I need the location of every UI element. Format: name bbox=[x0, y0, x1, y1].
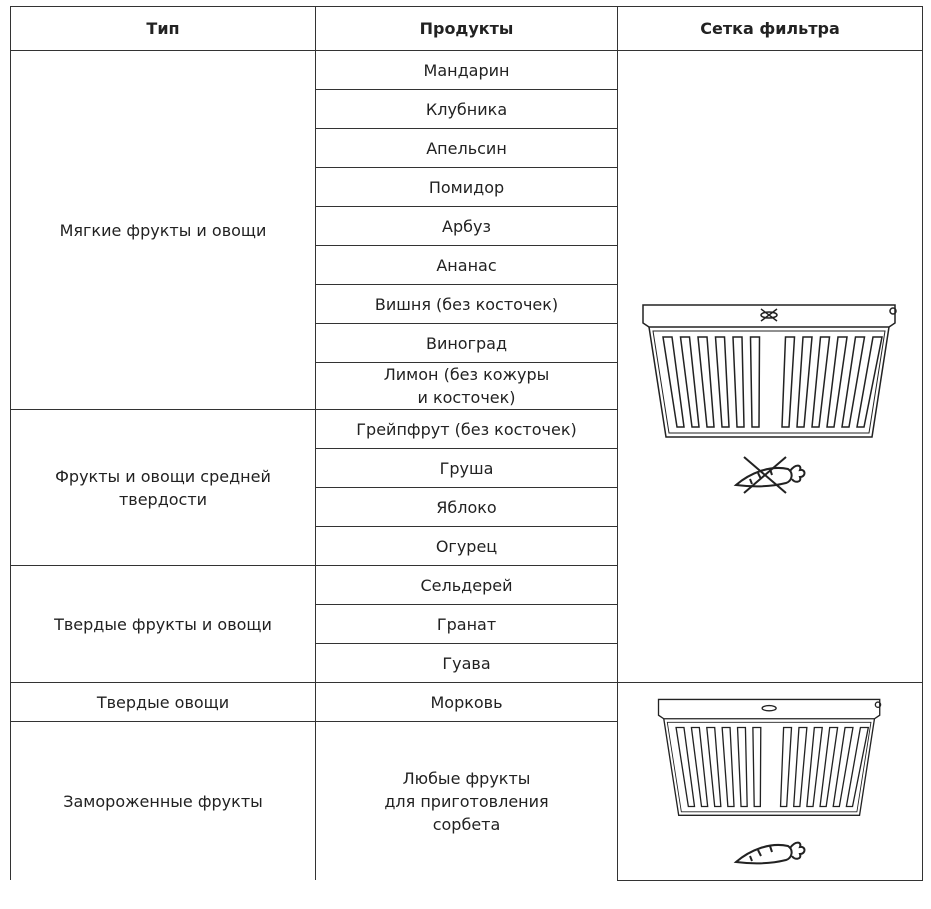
table-row: Твердые овощи Морковь bbox=[10, 682, 923, 881]
table-row: Ананас bbox=[11, 245, 923, 285]
filter-mesh-cell bbox=[617, 50, 923, 683]
product-cell: Груша bbox=[315, 448, 618, 488]
product-cell: Виноград bbox=[315, 323, 618, 363]
table-row: Фрукты и овощи средней твердости Грейпфру… bbox=[10, 409, 923, 566]
product-cell: Вишня (без косточек) bbox=[315, 284, 618, 324]
table-row: Арбуз bbox=[11, 206, 923, 246]
filter-mesh-cell bbox=[617, 682, 923, 881]
table-row: Апельсин bbox=[11, 128, 923, 168]
product-cell: Грейпфрут (без косточек) bbox=[315, 409, 618, 449]
column-header: Тип bbox=[10, 6, 316, 51]
product-cell: Мандарин bbox=[315, 50, 618, 90]
product-cell: Яблоко bbox=[315, 487, 618, 527]
product-cell: Гранат bbox=[315, 604, 618, 644]
table-row: Твердые фрукты и овощи Сельдерей bbox=[10, 565, 923, 683]
product-cell: Апельсин bbox=[315, 128, 618, 168]
product-cell: Сельдерей bbox=[315, 565, 618, 605]
column-header: Сетка фильтра bbox=[617, 6, 923, 51]
table-row: Лимон (без кожуры и косточек) bbox=[11, 362, 923, 410]
table-row: Замороженные фрукты Любые фрукты для приг… bbox=[10, 721, 923, 880]
product-cell: Любые фрукты для приготовления сорбета bbox=[315, 721, 618, 880]
type-cell: Твердые овощи bbox=[10, 682, 316, 722]
product-cell: Гуава bbox=[315, 643, 618, 683]
table-body: Мягкие фрукты и овощи Мандарин Клубника Ап… bbox=[10, 50, 923, 881]
table-row: Гранат bbox=[11, 604, 923, 644]
filter-basket bbox=[642, 303, 897, 438]
table-row: Мягкие фрукты и овощи Мандарин bbox=[10, 50, 923, 683]
product-cell: Огурец bbox=[315, 526, 618, 566]
type-cell: Фрукты и овощи средней твердости bbox=[10, 409, 316, 566]
type-cell: Мягкие фрукты и овощи bbox=[10, 50, 316, 410]
mesh-illustration bbox=[618, 694, 922, 872]
carrot-icon bbox=[733, 455, 806, 494]
type-cell: Замороженные фрукты bbox=[10, 721, 316, 880]
product-cell: Арбуз bbox=[315, 206, 618, 246]
mesh-illustration bbox=[618, 299, 922, 495]
carrot-icon bbox=[733, 841, 806, 865]
product-cell: Лимон (без кожуры и косточек) bbox=[315, 362, 618, 410]
table-row: Вишня (без косточек) bbox=[11, 284, 923, 324]
column-header: Продукты bbox=[315, 6, 618, 51]
filter-table: Тип Продукты Сетка фильтра Мягкие фрукты и… bbox=[10, 6, 923, 881]
filter-basket bbox=[657, 699, 882, 817]
product-cell: Ананас bbox=[315, 245, 618, 285]
product-cell: Клубника bbox=[315, 89, 618, 129]
type-cell: Твердые фрукты и овощи bbox=[10, 565, 316, 683]
header-row: Тип Продукты Сетка фильтра bbox=[10, 6, 923, 51]
product-cell: Помидор bbox=[315, 167, 618, 207]
product-cell: Морковь bbox=[315, 682, 618, 722]
